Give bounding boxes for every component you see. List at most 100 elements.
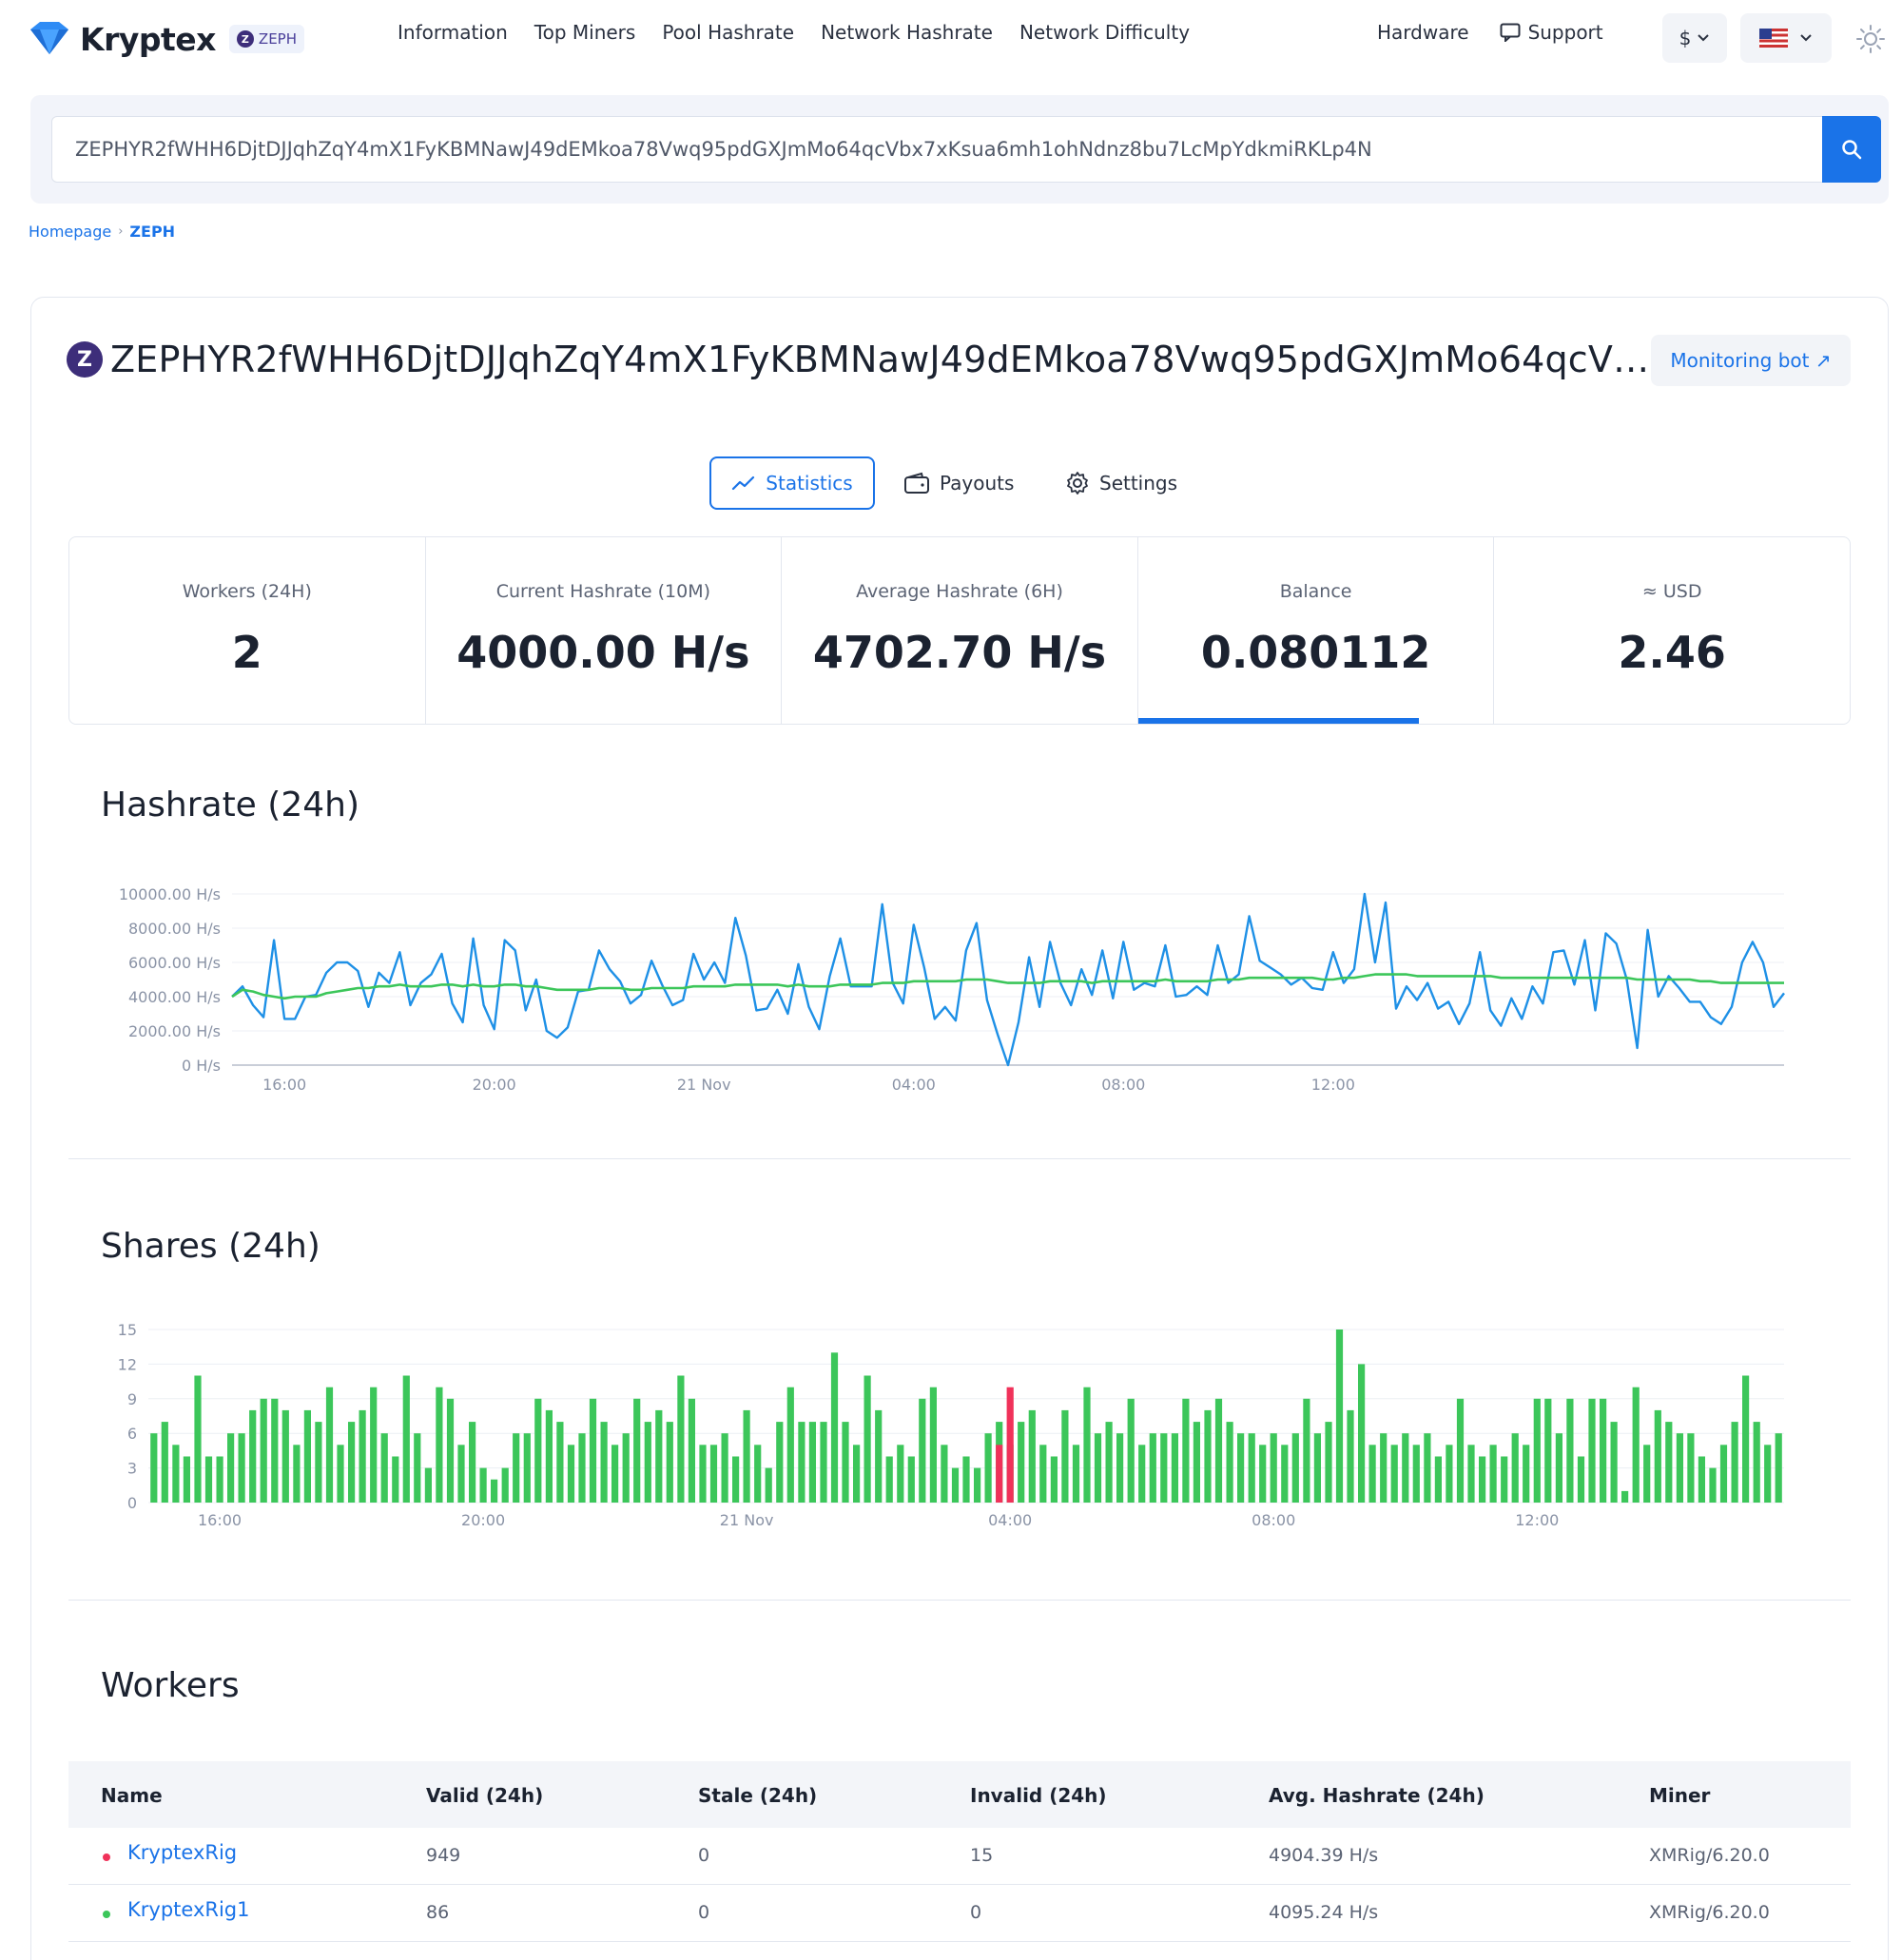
valid-share-bar — [392, 1456, 399, 1503]
valid-share-bar — [1698, 1456, 1705, 1503]
valid-share-bar — [709, 1445, 718, 1503]
hashrate-chart[interactable]: 0 H/s 2000.00 H/s 4000.00 H/s 6000.00 H/s 80… — [0, 875, 1902, 1103]
us-flag-icon — [1759, 29, 1788, 48]
tab-settings[interactable]: Settings — [1065, 456, 1177, 510]
valid-share-bar — [227, 1433, 235, 1503]
stat-value: 2.46 — [1618, 627, 1726, 678]
nav-pool-hashrate[interactable]: Pool Hashrate — [662, 21, 795, 44]
col-valid[interactable]: Valid (24h) — [426, 1784, 544, 1807]
nav-hardware[interactable]: Hardware — [1377, 21, 1469, 44]
stat-label: Balance — [1279, 581, 1352, 602]
valid-share-bar — [984, 1433, 992, 1503]
valid-share-bar — [1204, 1409, 1212, 1503]
col-miner[interactable]: Miner — [1649, 1784, 1711, 1807]
col-invalid[interactable]: Invalid (24h) — [970, 1784, 1107, 1807]
top-header: Kryptex Z ZEPH Information Top Miners Po… — [0, 0, 1902, 78]
worker-status-dot — [103, 1853, 110, 1861]
valid-share-bar — [776, 1422, 784, 1503]
x-tick-label: 20:00 — [473, 1076, 516, 1094]
address-search-input[interactable] — [51, 116, 1844, 183]
valid-share-bar — [183, 1456, 190, 1503]
valid-share-bar — [1719, 1445, 1728, 1503]
valid-share-bar — [1028, 1409, 1036, 1503]
valid-share-bar — [1643, 1445, 1651, 1503]
x-tick-label: 08:00 — [1101, 1076, 1145, 1094]
language-select[interactable] — [1740, 13, 1832, 63]
valid-share-bar — [1335, 1329, 1344, 1503]
worker-invalid: 15 — [970, 1845, 994, 1866]
wallet-icon — [904, 472, 929, 494]
stat-usd: ≈ USD 2.46 — [1494, 537, 1850, 724]
valid-share-bar — [380, 1433, 388, 1503]
valid-share-bar — [1632, 1387, 1640, 1503]
search-button[interactable] — [1822, 116, 1881, 183]
nav-information[interactable]: Information — [398, 21, 508, 44]
table-row: KryptexRig 949 0 15 4904.39 H/s XMRig/6.… — [68, 1828, 1851, 1885]
y-tick-label: 6 — [127, 1425, 137, 1443]
y-tick-label: 4000.00 H/s — [128, 988, 221, 1006]
col-stale[interactable]: Stale (24h) — [698, 1784, 818, 1807]
valid-share-bar — [765, 1467, 772, 1503]
y-tick-label: 0 H/s — [182, 1057, 221, 1075]
valid-share-bar — [523, 1433, 531, 1503]
x-tick-label: 04:00 — [988, 1511, 1032, 1529]
breadcrumb-home[interactable]: Homepage — [29, 223, 112, 241]
stat-average-hashrate: Average Hashrate (6H) 4702.70 H/s — [782, 537, 1138, 724]
valid-share-bar — [743, 1409, 750, 1503]
valid-share-bar — [907, 1456, 915, 1503]
valid-share-bar — [864, 1375, 871, 1503]
worker-name-link[interactable]: KryptexRig — [127, 1841, 238, 1864]
stat-value: 0.080112 — [1200, 627, 1431, 678]
valid-share-bar — [271, 1398, 279, 1503]
support-chat-icon — [1500, 23, 1521, 42]
valid-share-bar — [1764, 1445, 1772, 1503]
valid-share-bar — [1424, 1433, 1431, 1503]
breadcrumb-current: ZEPH — [129, 223, 176, 241]
valid-share-bar — [875, 1409, 883, 1503]
kryptex-logo[interactable]: Kryptex Z ZEPH — [27, 17, 304, 61]
valid-share-bar — [1577, 1456, 1585, 1503]
tab-payouts[interactable]: Payouts — [903, 456, 1014, 510]
valid-share-bar — [402, 1375, 410, 1503]
theme-toggle-sun-icon[interactable] — [1854, 23, 1887, 55]
valid-share-bar — [721, 1433, 728, 1503]
valid-share-bar — [1621, 1490, 1629, 1503]
valid-share-bar — [1116, 1433, 1124, 1503]
worker-name-link[interactable]: KryptexRig1 — [127, 1898, 250, 1921]
valid-share-bar — [655, 1409, 663, 1503]
breadcrumb: Homepage › ZEPH — [29, 223, 175, 241]
worker-stale: 0 — [698, 1902, 710, 1923]
valid-share-bar — [293, 1445, 301, 1503]
worker-avg-hashrate: 4095.24 H/s — [1269, 1902, 1379, 1923]
col-avg-hashrate[interactable]: Avg. Hashrate (24h) — [1269, 1784, 1485, 1807]
valid-share-bar — [1105, 1422, 1113, 1503]
worker-stale: 0 — [698, 1845, 710, 1866]
col-name[interactable]: Name — [101, 1784, 163, 1807]
valid-share-bar — [1291, 1433, 1299, 1503]
valid-share-bar — [1511, 1433, 1519, 1503]
tab-statistics[interactable]: Statistics — [709, 456, 875, 510]
search-panel — [30, 95, 1889, 204]
valid-share-bar — [1566, 1398, 1574, 1503]
nav-top-miners[interactable]: Top Miners — [534, 21, 636, 44]
invalid-share-bar — [1006, 1387, 1014, 1503]
valid-share-bar — [325, 1387, 334, 1503]
monitoring-bot-button[interactable]: Monitoring bot ↗ — [1651, 335, 1851, 386]
valid-share-bar — [1380, 1433, 1388, 1503]
valid-share-bar — [1676, 1433, 1683, 1503]
coin-chip[interactable]: Z ZEPH — [228, 25, 304, 53]
valid-share-bar — [1072, 1445, 1080, 1503]
currency-select[interactable]: $ — [1662, 13, 1727, 63]
nav-network-difficulty[interactable]: Network Difficulty — [1019, 21, 1191, 44]
valid-share-bar — [1709, 1467, 1717, 1503]
nav-support[interactable]: Support — [1500, 21, 1603, 44]
nav-network-hashrate[interactable]: Network Hashrate — [821, 21, 993, 44]
hashrate-title: Hashrate (24h) — [101, 786, 359, 825]
invalid-share-bar — [996, 1445, 1003, 1503]
valid-share-bar — [1214, 1398, 1223, 1503]
shares-chart[interactable]: 0 3 6 9 12 15 16:00 20:00 21 Nov 04:00 08:00 12:00 — [0, 1316, 1902, 1544]
valid-share-bar — [1402, 1433, 1409, 1503]
valid-share-bar — [600, 1422, 608, 1503]
valid-share-bar — [1138, 1445, 1146, 1503]
valid-share-bar — [666, 1422, 673, 1503]
